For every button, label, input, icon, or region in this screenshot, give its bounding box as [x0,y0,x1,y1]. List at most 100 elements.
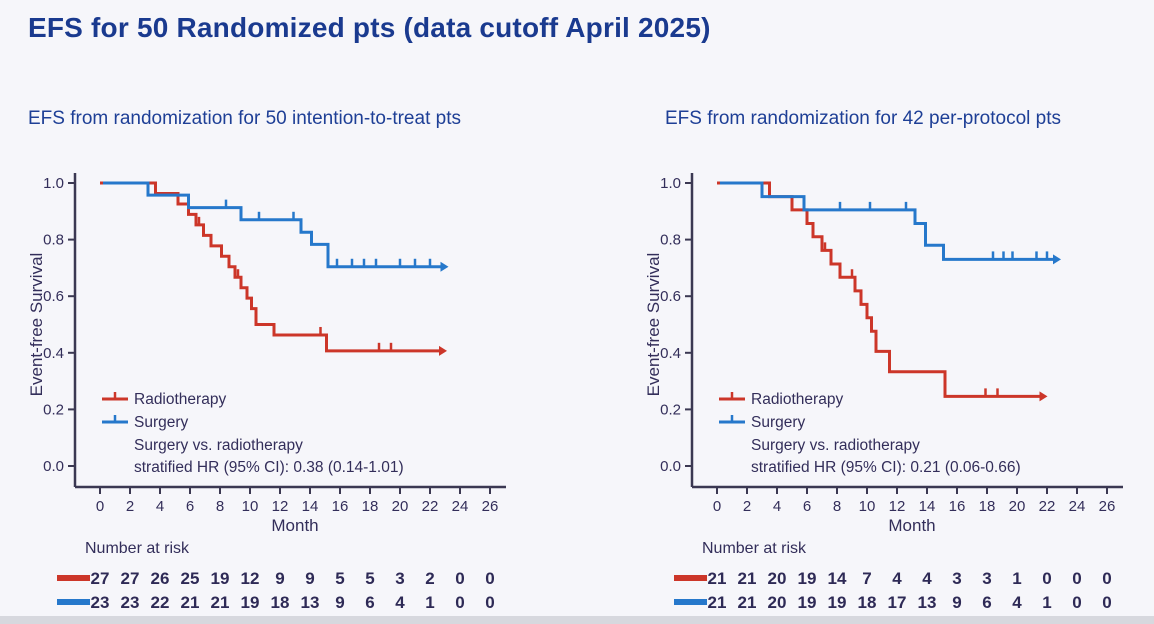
curve-surgery [103,181,441,269]
x-tick-label: 10 [242,498,259,515]
risk-count-surgery: 21 [211,593,230,612]
risk-count-radiotherapy: 20 [768,569,787,588]
risk-count-radiotherapy: 2 [425,569,434,588]
risk-count-surgery: 9 [335,593,344,612]
chart-subtitle-pp: EFS from randomization for 42 per-protoc… [665,108,1062,129]
x-tick-label: 6 [186,498,194,515]
risk-count-radiotherapy: 7 [862,569,871,588]
x-tick-label: 2 [126,498,134,515]
y-tick-label: 0.6 [43,288,64,305]
risk-count-radiotherapy: 21 [738,569,757,588]
risk-count-radiotherapy: 1 [1012,569,1021,588]
y-axis-title: Event-free Survival [645,253,663,397]
y-tick-label: 0.2 [660,401,681,418]
risk-count-surgery: 6 [365,593,374,612]
risk-count-radiotherapy: 3 [395,569,404,588]
risk-count-surgery: 13 [301,593,320,612]
x-tick-label: 8 [216,498,224,515]
risk-count-surgery: 19 [828,593,847,612]
risk-count-surgery: 0 [1072,593,1081,612]
y-tick-label: 0.2 [43,401,64,418]
risk-count-radiotherapy: 3 [952,569,961,588]
comparison-label: Surgery vs. radiotherapy [751,437,920,454]
x-tick-label: 4 [773,498,781,515]
comparison-label: Surgery vs. radiotherapy [134,437,303,454]
x-tick-label: 0 [96,498,104,515]
risk-count-radiotherapy: 27 [121,569,140,588]
legend-label-surgery: Surgery [751,414,806,431]
risk-count-surgery: 23 [91,593,110,612]
x-tick-label: 6 [803,498,811,515]
risk-count-surgery: 17 [888,593,907,612]
x-tick-label: 20 [392,498,409,515]
x-tick-label: 10 [859,498,876,515]
chart-panel-pp: EFS from randomization for 42 per-protoc… [645,106,1154,622]
risk-count-radiotherapy: 5 [335,569,344,588]
curve-radiotherapy [717,181,1040,398]
risk-count-radiotherapy: 12 [241,569,260,588]
risk-count-radiotherapy: 0 [485,569,494,588]
y-tick-label: 0.4 [43,345,64,362]
risk-count-radiotherapy: 5 [365,569,374,588]
risk-count-radiotherapy: 9 [275,569,284,588]
x-axis-title: Month [888,516,935,535]
y-tick-label: 0.6 [660,288,681,305]
chart-panel-itt: EFS from randomization for 50 intention-… [28,106,548,622]
risk-count-radiotherapy: 4 [892,569,902,588]
hazard-ratio-label: stratified HR (95% CI): 0.38 (0.14-1.01) [134,459,404,476]
risk-count-surgery: 4 [395,593,405,612]
risk-count-surgery: 19 [241,593,260,612]
x-tick-label: 26 [482,498,499,515]
x-tick-label: 26 [1099,498,1116,515]
curve-end-arrow-surgery [1053,254,1061,265]
risk-count-radiotherapy: 0 [455,569,464,588]
risk-count-radiotherapy: 4 [922,569,932,588]
risk-count-radiotherapy: 19 [211,569,230,588]
y-tick-label: 0.0 [43,458,64,475]
risk-count-radiotherapy: 0 [1042,569,1051,588]
risk-count-surgery: 9 [952,593,961,612]
risk-count-radiotherapy: 19 [798,569,817,588]
risk-count-radiotherapy: 21 [708,569,727,588]
chart-subtitle-itt: EFS from randomization for 50 intention-… [28,108,461,129]
risk-count-surgery: 22 [151,593,170,612]
risk-count-surgery: 0 [1102,593,1111,612]
x-tick-label: 16 [949,498,966,515]
km-chart-itt: 1.00.80.60.40.20.00 2 4 6 8 10 12 14 16 18 20 22 24 2… [28,173,506,612]
legend-label-surgery: Surgery [134,414,189,431]
risk-count-radiotherapy: 0 [1072,569,1081,588]
risk-count-surgery: 18 [858,593,877,612]
x-tick-label: 14 [919,498,936,515]
risk-count-surgery: 13 [918,593,937,612]
legend-label-radiotherapy: Radiotherapy [134,391,226,408]
x-tick-label: 22 [422,498,439,515]
x-axis-title: Month [271,516,318,535]
y-tick-label: 0.8 [660,232,681,249]
hazard-ratio-label: stratified HR (95% CI): 0.21 (0.06-0.66) [751,459,1021,476]
risk-count-radiotherapy: 0 [1102,569,1111,588]
risk-count-radiotherapy: 25 [181,569,200,588]
risk-count-surgery: 6 [982,593,991,612]
risk-count-surgery: 21 [181,593,200,612]
x-tick-label: 12 [272,498,289,515]
risk-count-surgery: 1 [425,593,434,612]
x-tick-label: 24 [1069,498,1086,515]
number-at-risk-heading: Number at risk [702,540,807,557]
x-tick-label: 20 [1009,498,1026,515]
x-tick-label: 12 [889,498,906,515]
risk-count-surgery: 18 [271,593,290,612]
risk-count-radiotherapy: 14 [828,569,847,588]
x-tick-label: 22 [1039,498,1056,515]
curve-surgery [720,181,1053,261]
risk-count-surgery: 19 [798,593,817,612]
x-tick-label: 2 [743,498,751,515]
legend-label-radiotherapy: Radiotherapy [751,391,843,408]
risk-count-surgery: 0 [455,593,464,612]
risk-count-surgery: 4 [1012,593,1022,612]
y-tick-label: 1.0 [660,175,681,192]
risk-count-surgery: 0 [485,593,494,612]
x-tick-label: 18 [362,498,379,515]
page-title: EFS for 50 Randomized pts (data cutoff A… [28,12,711,44]
y-tick-label: 0.8 [43,232,64,249]
